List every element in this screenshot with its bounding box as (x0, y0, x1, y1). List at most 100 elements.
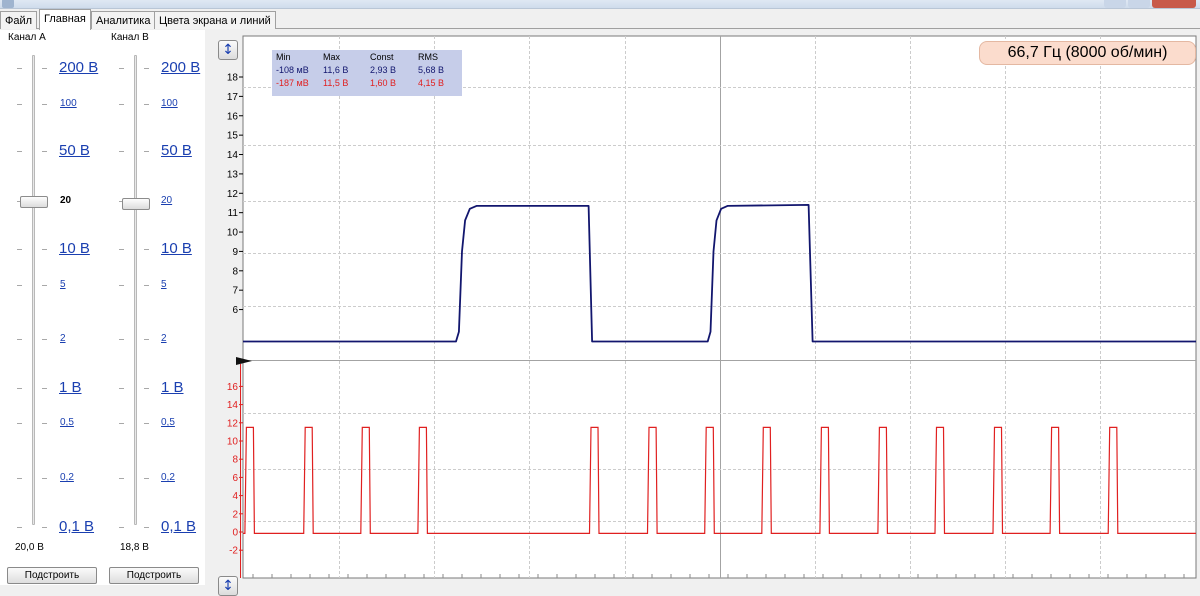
axis-b-tick-label: -2 (229, 546, 238, 557)
channel-b-scale-option[interactable]: 5 (161, 279, 167, 290)
slider-tick (42, 104, 47, 105)
channel-b-scale-option[interactable]: 0,5 (161, 417, 175, 428)
vertical-arrows-icon: ↕ (222, 42, 234, 58)
app-icon (2, 0, 14, 8)
slider-tick (17, 527, 22, 528)
channel-b-slider-thumb[interactable] (122, 198, 150, 210)
slider-tick (17, 104, 22, 105)
stats-header: RMS (418, 52, 438, 62)
tab-home[interactable]: Главная (39, 9, 91, 30)
axis-a-tick-label: 7 (232, 286, 238, 297)
axis-b-tick-label: 2 (232, 509, 238, 520)
stats-cell: 5,68 В (418, 65, 445, 75)
stats-cell: 2,93 В (370, 65, 397, 75)
channel-b-scale-option[interactable]: 2 (161, 333, 167, 344)
channel-b-adjust-button[interactable]: Подстроить (109, 567, 199, 584)
channel-a-scale-option[interactable]: 100 (60, 98, 77, 109)
stats-cell: -187 мВ (276, 78, 309, 88)
axis-a-tick-label: 8 (232, 266, 238, 277)
channel-b-scale-option[interactable]: 0,2 (161, 472, 175, 483)
channel-a-scale-option[interactable]: 50 В (59, 142, 90, 159)
axis-b-tick-label: 0 (232, 528, 238, 539)
slider-tick (119, 201, 124, 202)
measurement-table: Min Max Const RMS -108 мВ 11,6 В 2,93 В … (272, 50, 462, 96)
scale-top-button[interactable]: ↕ (218, 40, 238, 60)
stats-cell: 1,60 В (370, 78, 397, 88)
stats-cell: -108 мВ (276, 65, 309, 75)
slider-tick (42, 527, 47, 528)
slider-tick (42, 339, 47, 340)
minimize-icon[interactable] (1104, 0, 1126, 8)
axis-a-tick-label: 6 (232, 305, 238, 316)
axis-b-tick-label: 12 (227, 418, 239, 429)
slider-tick (119, 388, 124, 389)
channel-a-adjust-button[interactable]: Подстроить (7, 567, 97, 584)
channel-a-scale-option[interactable]: 1 В (59, 379, 82, 396)
slider-tick (144, 339, 149, 340)
channel-a-scale-option[interactable]: 200 В (59, 59, 99, 76)
channel-b-scale-option[interactable]: 100 (161, 98, 178, 109)
tab-file[interactable]: Файл (0, 11, 38, 29)
stats-row-channel-a: -108 мВ 11,6 В 2,93 В 5,68 В (274, 65, 444, 78)
stats-cell: 4,15 В (418, 78, 445, 88)
slider-tick (119, 478, 124, 479)
axis-b-tick-label: 8 (232, 455, 238, 466)
channel-b-scale-option[interactable]: 10 В (161, 240, 192, 257)
axis-a-tick-label: 10 (227, 228, 239, 239)
slider-tick (144, 388, 149, 389)
channel-panel: Канал А 200 В 100 50 В 20 10 В 5 2 1 В 0,5 0,2 0,1 … (0, 30, 205, 585)
stats-header: Max (323, 52, 341, 62)
axis-b-tick-label: 4 (232, 491, 238, 502)
channel-a-slider-track[interactable] (32, 55, 35, 525)
channel-b-scale-option[interactable]: 50 В (161, 142, 192, 159)
channel-b-label: Канал В (111, 32, 149, 43)
channel-a-scale-option[interactable]: 5 (60, 279, 66, 290)
close-icon[interactable] (1152, 0, 1196, 8)
channel-a-scale-option[interactable]: 2 (60, 333, 66, 344)
slider-tick (17, 478, 22, 479)
frequency-readout: 66,7 Гц (8000 об/мин) (979, 41, 1196, 65)
axis-a-tick-label: 14 (227, 150, 239, 161)
slider-tick (144, 104, 149, 105)
channel-b-scale-option[interactable]: 20 (161, 195, 173, 206)
axis-b-tick-label: 14 (227, 400, 239, 411)
channel-a-scale-option[interactable]: 0,1 В (59, 518, 95, 535)
slider-tick (17, 151, 22, 152)
slider-tick (42, 478, 47, 479)
stats-header: Const (370, 52, 394, 62)
trigger-marker-icon (236, 357, 252, 365)
maximize-icon[interactable] (1128, 0, 1150, 8)
channel-b-scale-option[interactable]: 0,1 В (161, 518, 197, 535)
slider-tick (42, 249, 47, 250)
slider-tick (144, 478, 149, 479)
slider-tick (144, 249, 149, 250)
slider-tick (17, 285, 22, 286)
slider-tick (17, 201, 22, 202)
channel-a-trace (243, 204, 1196, 343)
channel-b-scale-option[interactable]: 1 В (161, 379, 184, 396)
stats-row-channel-b: -187 мВ 11,5 В 1,60 В 4,15 В (274, 78, 444, 91)
slider-tick (119, 285, 124, 286)
slider-tick (144, 285, 149, 286)
channel-b-scale-option[interactable]: 200 В (161, 59, 201, 76)
slider-tick (119, 527, 124, 528)
axis-a-tick-label: 11 (228, 208, 239, 219)
stats-cell: 11,6 В (323, 65, 349, 75)
slider-tick (17, 388, 22, 389)
tab-analytics[interactable]: Аналитика (91, 11, 156, 29)
channel-a-scale-option[interactable]: 0,2 (60, 472, 74, 483)
channel-a-scale-option[interactable]: 10 В (59, 240, 90, 257)
slider-tick (119, 249, 124, 250)
channel-b-slider-track[interactable] (134, 55, 137, 525)
window-titlebar (0, 0, 1200, 9)
channel-a-scale-option[interactable]: 0,5 (60, 417, 74, 428)
slider-tick (17, 423, 22, 424)
channel-a-slider-thumb[interactable] (20, 196, 48, 208)
axis-a-tick-label: 9 (232, 247, 238, 258)
axis-a-tick-label: 15 (227, 131, 239, 142)
slider-tick (17, 249, 22, 250)
axis-a-tick-label: 16 (227, 111, 239, 122)
slider-tick (119, 104, 124, 105)
tab-colors[interactable]: Цвета экрана и линий (154, 11, 276, 29)
